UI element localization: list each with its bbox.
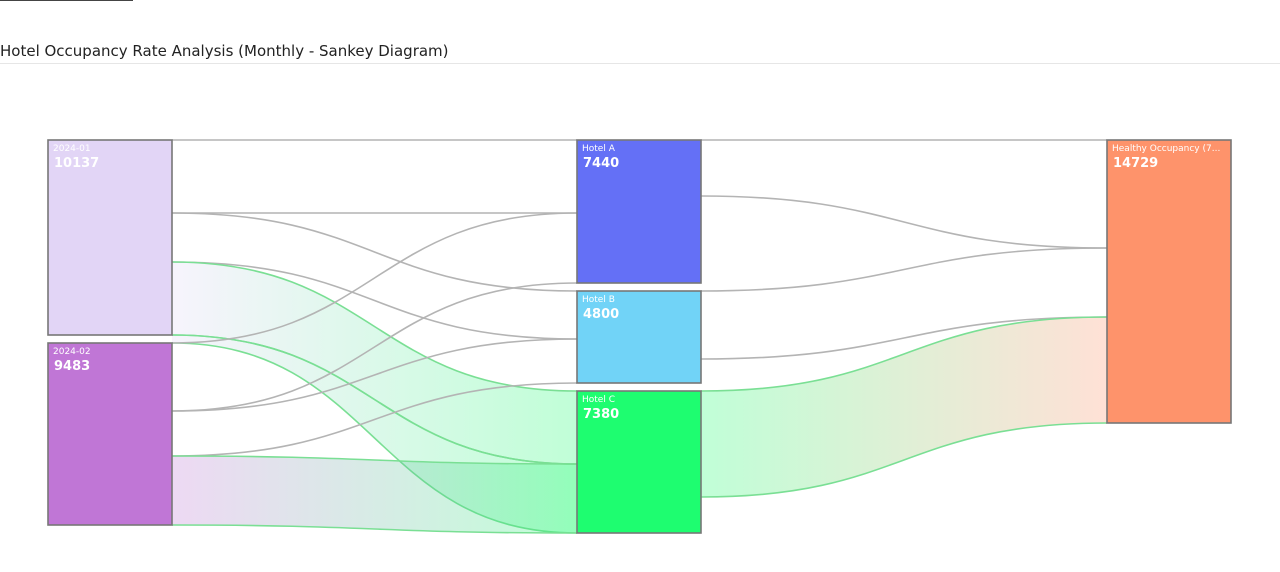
node-value: 9483 (54, 359, 90, 374)
node-rect (47, 139, 173, 336)
node-label: Healthy Occupancy (7... (1112, 144, 1220, 154)
sankey-node-hB[interactable]: Hotel B 4800 (576, 290, 702, 384)
node-label: Hotel C (582, 395, 615, 405)
node-value: 14729 (1113, 156, 1158, 171)
sankey-link[interactable] (171, 212, 578, 412)
node-value: 4800 (583, 307, 619, 322)
sankey-link[interactable] (171, 212, 578, 340)
node-value: 7380 (583, 407, 619, 422)
node-label: 2024-02 (53, 347, 91, 357)
sankey-node-hO[interactable]: Healthy Occupancy (7... 14729 (1106, 139, 1232, 424)
sankey-node-m1[interactable]: 2024-01 10137 (47, 139, 173, 336)
sankey-node-m2[interactable]: 2024-02 9483 (47, 342, 173, 526)
node-rect (1106, 139, 1232, 424)
node-label: Hotel A (582, 144, 616, 154)
title-divider (0, 63, 1280, 64)
node-rect (47, 342, 173, 526)
node-rect (576, 390, 702, 534)
sankey-link[interactable] (700, 247, 1108, 360)
node-rect (576, 139, 702, 284)
links-layer (171, 139, 1108, 534)
top-rule (0, 0, 133, 1)
sankey-link[interactable] (171, 338, 578, 457)
node-label: Hotel B (582, 295, 615, 305)
sankey-node-hA[interactable]: Hotel A 7440 (576, 139, 702, 284)
node-value: 10137 (54, 156, 99, 171)
sankey-node-hC[interactable]: Hotel C 7380 (576, 390, 702, 534)
sankey-link[interactable] (700, 139, 1108, 249)
node-value: 7440 (583, 156, 619, 171)
sankey-link[interactable] (171, 455, 578, 534)
node-rect (576, 290, 702, 384)
sankey-link[interactable] (700, 316, 1108, 498)
node-label: 2024-01 (53, 144, 91, 154)
sankey-link[interactable] (172, 139, 577, 214)
page-title: Hotel Occupancy Rate Analysis (Monthly -… (0, 42, 449, 60)
